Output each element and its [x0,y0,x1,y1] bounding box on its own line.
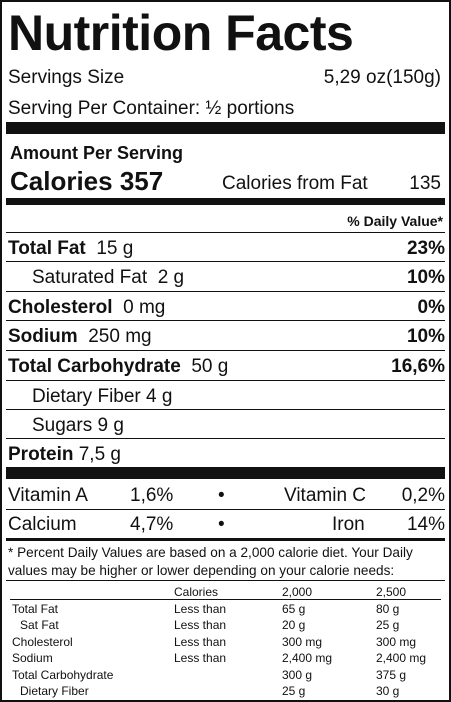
nutrient-row: Cholesterol 0 mg 0% [6,291,445,321]
table-value: 2,400 mg [376,651,427,666]
table-value: 65 g [282,602,306,616]
table-name: Dietary Fiber [20,684,89,698]
nutrient-row: Sodium 250 mg 10% [6,320,445,350]
table-name: Sat Fat [20,618,59,633]
table-value: 80 g [376,602,400,616]
nutrient: Sugars 9 g [32,415,124,437]
nutrient-percent: 10% [406,267,445,288]
nutrient-row: Total Fat 15 g 23% [6,232,445,262]
per-container: Serving Per Container: ½ portions [8,99,294,118]
table-rule [10,599,441,600]
table-value: 375 g [376,667,407,682]
nutrient-amount: 250 mg [88,326,152,347]
table-value: 300 mg [376,634,417,649]
nutrient-percent: 23% [406,238,445,259]
nutrient-amount: 2 g [157,267,185,288]
table-header: Calories [174,585,219,599]
nutrient-amount: 50 g [191,356,229,377]
nutrient-amount: 7,5 g [78,444,121,465]
vitamin-value: 0,2% [401,485,445,506]
vitamin-name: Calcium [8,514,77,535]
nutrient-row: Saturated Fat 2 g 10% [6,261,445,291]
nutrient-row: Sugars 9 g [6,409,445,439]
nutrient-percent: 10% [406,326,445,347]
table-value: 25 g [376,618,400,633]
nutrient-name: Dietary Fiber [32,386,141,407]
nutrient: Saturated Fat 2 g [32,267,184,289]
nutrient-name: Protein [8,444,74,465]
nutrient-row: Protein 7,5 g [6,438,445,468]
table-limit: Less than [174,634,227,649]
table-value: 300 mg [282,634,323,649]
nutrient-amount: 15 g [96,238,134,259]
vitamin-name: Vitamin C [284,485,367,506]
nutrient: Protein 7,5 g [8,444,121,466]
vitamin-name: Vitamin A [8,485,88,506]
bullet: • [218,514,225,535]
nutrient: Total Fat 15 g [8,238,133,260]
vitamin-value: 4,7% [130,514,174,535]
serving-size: 5,29 oz(150g) [323,67,441,88]
nutrient-row: Dietary Fiber 4 g [6,380,445,410]
nutrient: Sodium 250 mg [8,326,152,348]
table-limit: Less than [174,618,227,633]
table-name: Sodium [12,651,53,666]
table-header: 2,500 [376,585,407,599]
calories-from-fat-label: Calories from Fat [222,173,368,194]
table-name: Total Carbohydrate [12,667,114,682]
daily-value-header: % Daily Value* [347,213,443,229]
vitamin-value: 1,6% [130,485,174,506]
bullet: • [218,485,225,506]
nutrient: Cholesterol 0 mg [8,297,165,319]
nutrient-amount: 0 mg [123,297,166,318]
vitamin-row: Vitamin A 1,6% • Vitamin C 0,2% [6,481,445,510]
nutrient-amount: 9 g [97,415,124,436]
table-value: 2,400 mg [282,651,333,666]
thin-rule [6,580,445,581]
table-value: 300 g [282,667,313,682]
calories: Calories 357 [10,166,164,196]
title: Nutrition Facts [8,5,354,61]
nutrient-percent: 16,6% [391,356,445,377]
nutrient-name: Sugars [32,415,93,436]
nutrient-name: Total Fat [8,238,86,259]
per-container-value: ½ portions [205,98,295,119]
nutrient-name: Saturated Fat [32,267,148,288]
nutrient-row: Total Carbohydrate 50 g 16,6% [6,350,445,380]
nutrient: Total Carbohydrate 50 g [8,356,228,378]
vitamin-name: Iron [332,514,365,535]
table-name: Cholesterol [12,634,73,649]
table-limit: Less than [174,602,227,616]
calories-from-fat: 135 [409,173,441,194]
nutrient-percent: 0% [417,297,445,318]
amount-label: Amount Per Serving [10,143,184,163]
nutrient-name: Sodium [8,326,78,347]
medium-rule [6,198,445,205]
nutrient-name: Cholesterol [8,297,113,318]
nutrient: Dietary Fiber 4 g [32,386,172,408]
table-limit: Less than [174,651,227,666]
nutrient-amount: 4 g [146,386,173,407]
table-header: 2,000 [282,585,313,599]
vitamin-value: 14% [406,514,445,535]
footnote: * Percent Daily Values are based on a 2,… [8,545,413,578]
thick-rule [6,122,445,134]
table-value: 20 g [282,618,306,633]
table-value: 25 g [282,684,306,698]
table-value: 30 g [376,684,400,698]
per-container-label: Serving Per Container: [8,98,201,119]
serving-size-label: Servings Size [8,67,125,88]
nutrient-name: Total Carbohydrate [8,356,181,377]
thick-rule [6,467,445,479]
table-name: Total Fat [12,602,59,616]
vitamin-row: Calcium 4,7% • Iron 14% [6,510,445,541]
